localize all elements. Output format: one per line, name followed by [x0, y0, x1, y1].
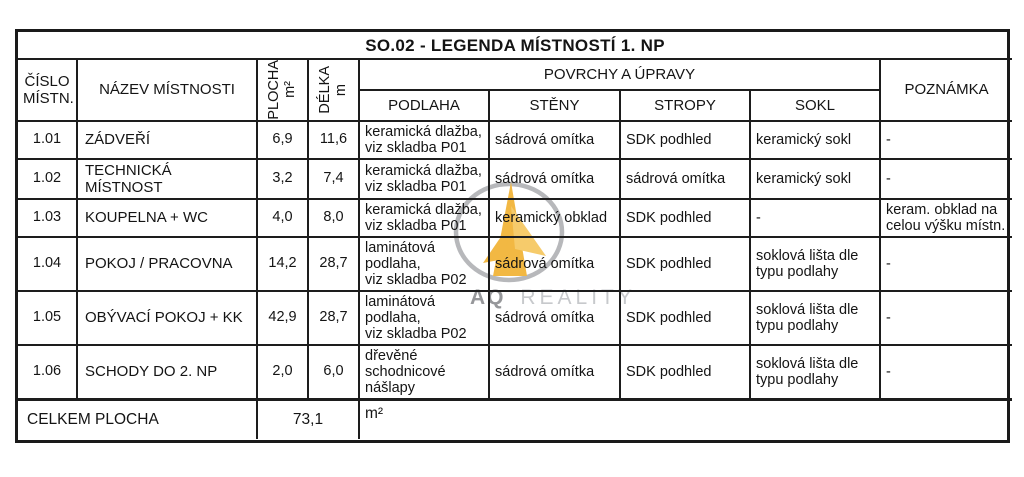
room-area: 6,9: [256, 119, 309, 160]
room-skirting: keramický sokl: [749, 119, 881, 160]
room-walls: sádrová omítka: [488, 289, 621, 346]
total-label: CELKEM PLOCHA: [18, 397, 258, 440]
room-length: 6,0: [307, 343, 360, 401]
room-note: -: [878, 119, 1013, 160]
header-surfaces-group: POVRCHY A ÚPRAVY: [358, 58, 881, 91]
table-row: 1.06 SCHODY DO 2. NP 2,0 6,0 dřevěné sch…: [18, 343, 1013, 401]
room-note: -: [878, 157, 1013, 200]
room-walls: sádrová omítka: [488, 235, 621, 292]
header-length-unit: m: [333, 83, 349, 96]
room-number: 1.06: [18, 343, 78, 401]
room-number: 1.05: [18, 289, 78, 346]
total-area-value: 73,1: [256, 397, 360, 440]
room-length: 11,6: [307, 119, 360, 160]
room-area: 14,2: [256, 235, 309, 292]
room-ceiling: sádrová omítka: [619, 157, 751, 200]
room-skirting: soklová lišta dle typu podlahy: [749, 235, 881, 292]
room-ceiling: SDK podhled: [619, 235, 751, 292]
room-number: 1.01: [18, 119, 78, 160]
table-row: 1.04 POKOJ / PRACOVNA 14,2 28,7 lamináto…: [18, 235, 1013, 292]
room-floor: keramická dlažba, viz skladba P01: [358, 119, 490, 160]
room-number: 1.04: [18, 235, 78, 292]
room-area: 42,9: [256, 289, 309, 346]
room-skirting: -: [749, 197, 881, 238]
room-name: OBÝVACÍ POKOJ + KK: [76, 289, 258, 346]
table-title: SO.02 - LEGENDA MÍSTNOSTÍ 1. NP: [18, 32, 1013, 60]
room-ceiling: SDK podhled: [619, 343, 751, 401]
header-walls: STĚNY: [488, 88, 621, 122]
room-skirting: keramický sokl: [749, 157, 881, 200]
room-skirting: soklová lišta dle typu podlahy: [749, 289, 881, 346]
header-ceilings: STROPY: [619, 88, 751, 122]
room-name: SCHODY DO 2. NP: [76, 343, 258, 401]
table-row: 1.03 KOUPELNA + WC 4,0 8,0 keramická dla…: [18, 197, 1013, 238]
header-area-unit: m²: [282, 81, 298, 99]
room-walls: sádrová omítka: [488, 157, 621, 200]
header-floor: PODLAHA: [359, 88, 490, 122]
room-area: 4,0: [256, 197, 309, 238]
room-walls: keramický obklad: [488, 197, 621, 238]
room-note: keram. obklad na celou výšku místn.: [878, 197, 1013, 238]
header-note: POZNÁMKA: [878, 58, 1013, 122]
total-area-unit: m²: [357, 397, 1013, 440]
room-area: 3,2: [256, 157, 309, 200]
room-ceiling: SDK podhled: [619, 119, 751, 160]
room-number: 1.03: [18, 197, 78, 238]
room-name: POKOJ / PRACOVNA: [76, 235, 258, 292]
header-length-label: DÉLKA: [317, 66, 333, 114]
room-floor: dřevěné schodnicové nášlapy: [358, 343, 490, 401]
header-skirting: SOKL: [749, 88, 880, 122]
room-floor: laminátová podlaha, viz skladba P02: [358, 235, 490, 292]
room-name: TECHNICKÁ MÍSTNOST: [76, 157, 258, 200]
table-row: 1.01 ZÁDVEŘÍ 6,9 11,6 keramická dlažba, …: [18, 119, 1013, 160]
room-skirting: soklová lišta dle typu podlahy: [749, 343, 881, 401]
room-walls: sádrová omítka: [488, 119, 621, 160]
title-row: SO.02 - LEGENDA MÍSTNOSTÍ 1. NP: [18, 32, 1013, 60]
room-floor: keramická dlažba, viz skladba P01: [358, 197, 490, 238]
header-room-number: ČÍSLO MÍSTN.: [18, 58, 78, 122]
room-note: -: [878, 343, 1013, 401]
room-note: -: [878, 235, 1013, 292]
header-row-top: ČÍSLO MÍSTN. NÁZEV MÍSTNOSTI PLOCHAm² DÉ…: [18, 58, 1013, 122]
header-area-label: PLOCHA: [266, 60, 282, 120]
table-row: 1.02 TECHNICKÁ MÍSTNOST 3,2 7,4 keramick…: [18, 157, 1013, 200]
legend-table-frame: AQ REALITY SO.02 - LEGENDA MÍSTNOSTÍ 1. …: [15, 29, 1013, 443]
room-note: -: [878, 289, 1013, 346]
room-length: 28,7: [307, 289, 360, 346]
room-legend-table: SO.02 - LEGENDA MÍSTNOSTÍ 1. NP ČÍSLO MÍ…: [18, 32, 1013, 440]
room-length: 7,4: [307, 157, 360, 200]
room-floor: keramická dlažba, viz skladba P01: [358, 157, 490, 200]
header-length: DÉLKAm: [307, 58, 360, 122]
room-length: 28,7: [307, 235, 360, 292]
header-room-name: NÁZEV MÍSTNOSTI: [76, 58, 258, 122]
table-row: 1.05 OBÝVACÍ POKOJ + KK 42,9 28,7 laminá…: [18, 289, 1013, 346]
header-row-sub: PODLAHA STĚNY STROPY SOKL: [18, 88, 1012, 122]
header-area: PLOCHAm²: [256, 58, 309, 122]
room-ceiling: SDK podhled: [619, 289, 751, 346]
room-length: 8,0: [307, 197, 360, 238]
room-area: 2,0: [256, 343, 309, 401]
room-number: 1.02: [18, 157, 78, 200]
room-ceiling: SDK podhled: [619, 197, 751, 238]
room-name: KOUPELNA + WC: [76, 197, 258, 238]
room-walls: sádrová omítka: [488, 343, 621, 401]
room-floor: laminátová podlaha, viz skladba P02: [358, 289, 490, 346]
room-name: ZÁDVEŘÍ: [76, 119, 258, 160]
total-row: CELKEM PLOCHA 73,1 m²: [18, 397, 1013, 440]
